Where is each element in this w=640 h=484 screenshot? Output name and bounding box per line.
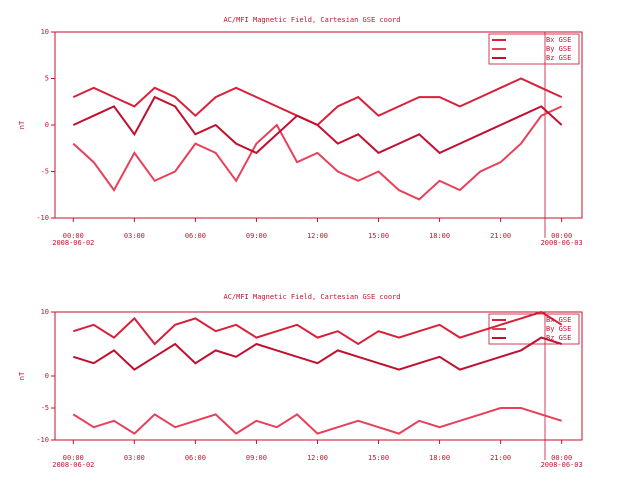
x-tick-label: 00:00 xyxy=(63,454,84,462)
x-tick-label: 21:00 xyxy=(490,454,511,462)
x-tick-label: 21:00 xyxy=(490,232,511,240)
y-tick-label: -5 xyxy=(41,168,49,176)
y-axis-label: nT xyxy=(18,371,26,380)
legend-box xyxy=(488,313,580,345)
series-line xyxy=(72,95,563,155)
date-label: 2008-06-03 xyxy=(541,239,583,247)
legend-label: By GSE xyxy=(546,45,571,53)
date-label: 2008-06-03 xyxy=(541,461,583,469)
x-tick-label: 09:00 xyxy=(246,232,267,240)
x-tick-label: 12:00 xyxy=(307,232,328,240)
series-line xyxy=(73,310,563,346)
legend-box xyxy=(488,33,580,65)
y-tick-label: -10 xyxy=(36,214,49,222)
x-tick-label: 00:00 xyxy=(63,232,84,240)
legend-label: Bz GSE xyxy=(546,54,571,62)
x-tick-label: 15:00 xyxy=(368,454,389,462)
x-tick-label: 00:00 xyxy=(551,454,572,462)
chart-title: AC/MFI Magnetic Field, Cartesian GSE coo… xyxy=(223,293,400,301)
legend-label: Bx GSE xyxy=(546,316,571,324)
y-tick-label: 5 xyxy=(45,75,49,83)
date-label: 2008-06-02 xyxy=(52,461,94,469)
x-tick-label: 03:00 xyxy=(124,232,145,240)
date-label: 2008-06-02 xyxy=(52,239,94,247)
y-tick-label: 10 xyxy=(41,28,49,36)
plot-frame xyxy=(54,311,583,441)
y-tick-label: 0 xyxy=(45,372,49,380)
series-line xyxy=(72,77,563,127)
y-tick-label: -10 xyxy=(36,436,49,444)
x-tick-label: 18:00 xyxy=(429,454,450,462)
legend-label: Bz GSE xyxy=(546,334,571,342)
x-tick-label: 15:00 xyxy=(368,232,389,240)
x-tick-label: 00:00 xyxy=(551,232,572,240)
y-tick-label: 0 xyxy=(45,121,49,129)
x-tick-label: 18:00 xyxy=(429,232,450,240)
x-tick-label: 03:00 xyxy=(124,454,145,462)
series-line xyxy=(72,407,562,435)
legend-label: Bx GSE xyxy=(546,36,571,44)
legend-label: By GSE xyxy=(546,325,571,333)
x-tick-label: 12:00 xyxy=(307,454,328,462)
y-axis-label: nT xyxy=(18,120,26,129)
y-tick-label: -5 xyxy=(41,404,49,412)
x-tick-label: 06:00 xyxy=(185,232,206,240)
x-tick-label: 09:00 xyxy=(246,454,267,462)
y-tick-label: 10 xyxy=(41,308,49,316)
x-tick-label: 06:00 xyxy=(185,454,206,462)
series-line xyxy=(72,105,563,201)
series-line xyxy=(73,336,562,371)
chart-title: AC/MFI Magnetic Field, Cartesian GSE coo… xyxy=(223,16,400,24)
